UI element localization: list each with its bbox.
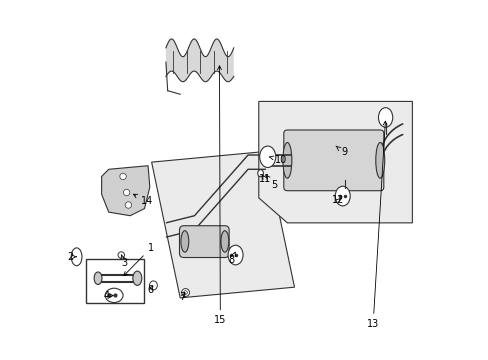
- Polygon shape: [258, 102, 411, 223]
- FancyBboxPatch shape: [283, 130, 383, 191]
- FancyBboxPatch shape: [179, 226, 229, 257]
- Ellipse shape: [257, 170, 263, 177]
- Ellipse shape: [335, 186, 349, 206]
- Text: 2: 2: [67, 252, 76, 262]
- Text: 6: 6: [147, 285, 153, 295]
- Ellipse shape: [181, 289, 189, 296]
- Polygon shape: [151, 152, 294, 298]
- Ellipse shape: [120, 173, 126, 180]
- Ellipse shape: [375, 143, 384, 178]
- Ellipse shape: [71, 248, 82, 266]
- Ellipse shape: [283, 143, 291, 178]
- Ellipse shape: [221, 231, 228, 252]
- Ellipse shape: [105, 288, 123, 302]
- Text: 5: 5: [265, 176, 277, 190]
- Ellipse shape: [259, 146, 275, 167]
- Ellipse shape: [181, 231, 188, 252]
- Ellipse shape: [378, 108, 392, 127]
- Text: 13: 13: [366, 121, 386, 329]
- Bar: [85, 258, 144, 303]
- Ellipse shape: [94, 272, 102, 284]
- Ellipse shape: [125, 202, 131, 208]
- Ellipse shape: [227, 245, 243, 265]
- Ellipse shape: [118, 252, 124, 258]
- Text: 15: 15: [214, 66, 226, 325]
- Text: 10: 10: [269, 155, 286, 165]
- Text: 14: 14: [133, 194, 153, 206]
- Ellipse shape: [123, 189, 130, 196]
- Text: 4: 4: [103, 291, 113, 301]
- Text: 1: 1: [123, 243, 154, 276]
- Text: 3: 3: [121, 255, 127, 268]
- Polygon shape: [102, 166, 149, 216]
- Text: 7: 7: [179, 292, 185, 302]
- Text: 12: 12: [331, 195, 344, 205]
- Text: 9: 9: [335, 146, 346, 157]
- Ellipse shape: [149, 281, 157, 290]
- Text: 11: 11: [258, 174, 270, 184]
- Ellipse shape: [133, 271, 142, 285]
- Text: 8: 8: [228, 252, 235, 265]
